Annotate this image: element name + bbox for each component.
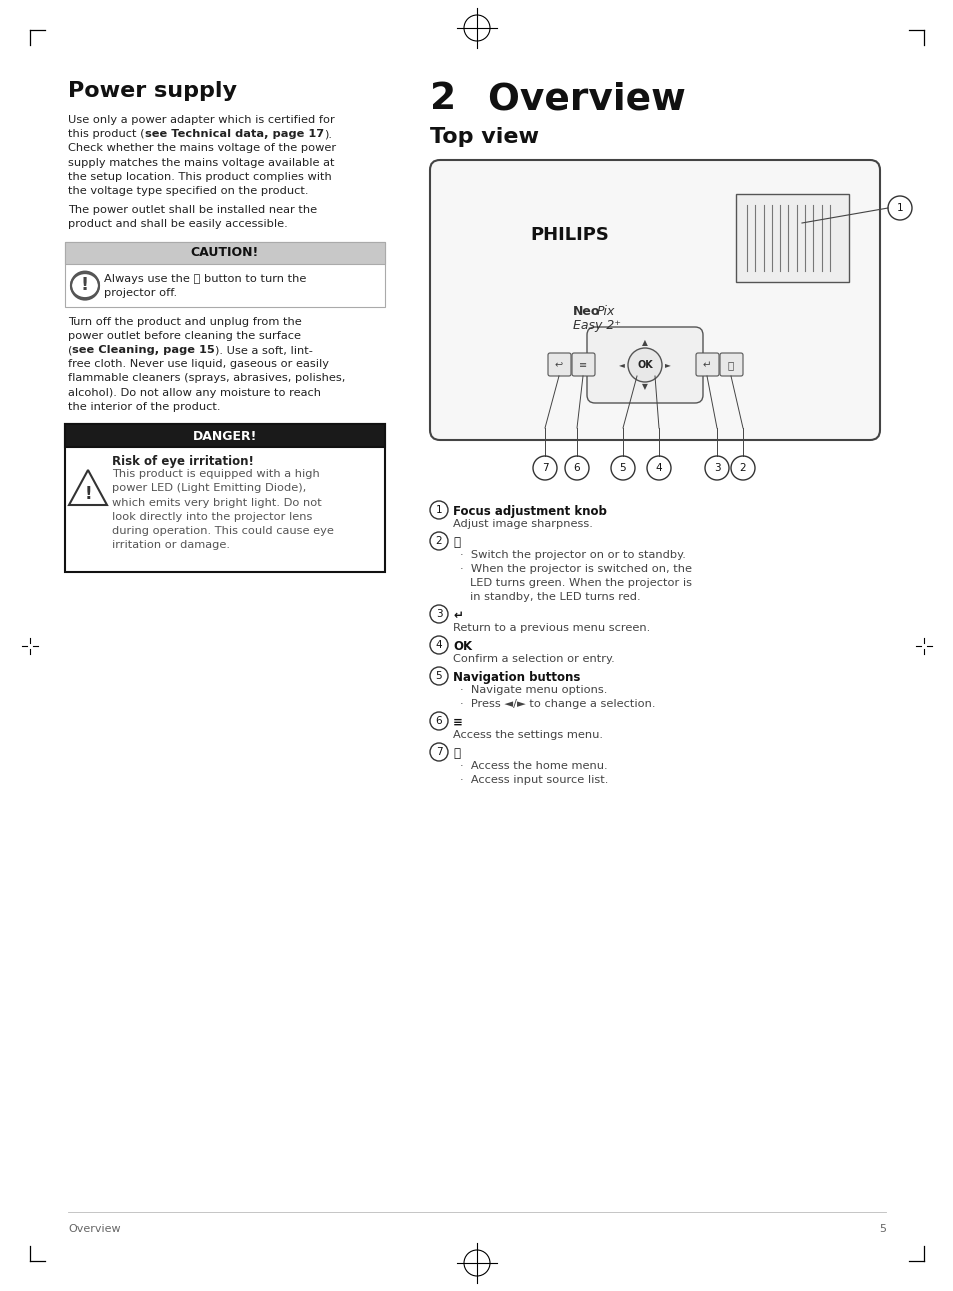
- Circle shape: [627, 349, 661, 382]
- Text: 3: 3: [713, 463, 720, 473]
- Text: see Technical data, page 17: see Technical data, page 17: [145, 129, 323, 139]
- Text: ≡: ≡: [578, 360, 586, 371]
- Text: !: !: [84, 485, 91, 503]
- Text: ⬞: ⬞: [453, 747, 459, 760]
- Text: This product is equipped with a high: This product is equipped with a high: [112, 469, 319, 479]
- Text: 5: 5: [436, 671, 442, 680]
- Text: power outlet before cleaning the surface: power outlet before cleaning the surface: [68, 330, 301, 341]
- FancyBboxPatch shape: [65, 423, 385, 447]
- Text: 6: 6: [573, 463, 579, 473]
- Text: ►: ►: [664, 360, 670, 369]
- Text: 2: 2: [739, 463, 745, 473]
- Text: OK: OK: [637, 360, 652, 371]
- Text: 4: 4: [655, 463, 661, 473]
- Text: (: (: [68, 345, 72, 355]
- Text: ·  Switch the projector on or to standby.: · Switch the projector on or to standby.: [459, 550, 685, 560]
- Text: Check whether the mains voltage of the power: Check whether the mains voltage of the p…: [68, 143, 335, 154]
- Text: supply matches the mains voltage available at: supply matches the mains voltage availab…: [68, 158, 335, 168]
- FancyBboxPatch shape: [586, 327, 702, 403]
- Text: Turn off the product and unplug from the: Turn off the product and unplug from the: [68, 316, 301, 327]
- Text: ). Use a soft, lint-: ). Use a soft, lint-: [215, 345, 313, 355]
- Text: Confirm a selection or entry.: Confirm a selection or entry.: [453, 655, 614, 664]
- Text: ↵: ↵: [702, 360, 711, 371]
- Text: DANGER!: DANGER!: [193, 430, 257, 443]
- Text: Access the settings menu.: Access the settings menu.: [453, 729, 602, 740]
- Text: projector off.: projector off.: [104, 288, 177, 298]
- Text: 2: 2: [436, 536, 442, 546]
- Text: ).: ).: [323, 129, 332, 139]
- Text: !: !: [81, 275, 89, 293]
- Text: Always use the ⏻ button to turn the: Always use the ⏻ button to turn the: [104, 274, 306, 284]
- Text: 1: 1: [896, 203, 902, 213]
- FancyBboxPatch shape: [572, 352, 595, 376]
- Text: Adjust image sharpness.: Adjust image sharpness.: [453, 519, 592, 529]
- Text: Power supply: Power supply: [68, 81, 236, 101]
- Text: the interior of the product.: the interior of the product.: [68, 402, 220, 412]
- Text: ·  Press ◄/► to change a selection.: · Press ◄/► to change a selection.: [459, 698, 655, 709]
- Text: Overview: Overview: [68, 1224, 120, 1234]
- Text: 4: 4: [436, 640, 442, 649]
- Text: Easy 2⁺: Easy 2⁺: [573, 319, 620, 332]
- Text: look directly into the projector lens: look directly into the projector lens: [112, 511, 312, 522]
- Text: this product (: this product (: [68, 129, 145, 139]
- Text: Navigation buttons: Navigation buttons: [453, 671, 579, 684]
- Text: ·  Access input source list.: · Access input source list.: [459, 775, 608, 785]
- Text: 7: 7: [436, 747, 442, 757]
- Text: irritation or damage.: irritation or damage.: [112, 540, 230, 550]
- Text: product and shall be easily accessible.: product and shall be easily accessible.: [68, 219, 288, 230]
- Text: Pix: Pix: [597, 305, 615, 318]
- FancyBboxPatch shape: [65, 423, 385, 572]
- Text: ·  Navigate menu options.: · Navigate menu options.: [459, 686, 607, 695]
- Text: see Cleaning, page 15: see Cleaning, page 15: [72, 345, 215, 355]
- Text: free cloth. Never use liquid, gaseous or easily: free cloth. Never use liquid, gaseous or…: [68, 359, 329, 369]
- Text: Use only a power adapter which is certified for: Use only a power adapter which is certif…: [68, 115, 335, 125]
- Text: 7: 7: [541, 463, 548, 473]
- Text: 6: 6: [436, 717, 442, 726]
- Text: ≡: ≡: [453, 717, 462, 729]
- FancyBboxPatch shape: [547, 352, 571, 376]
- Text: Focus adjustment knob: Focus adjustment knob: [453, 505, 606, 518]
- Text: the voltage type specified on the product.: the voltage type specified on the produc…: [68, 186, 308, 196]
- Text: Top view: Top view: [430, 127, 538, 147]
- Text: 1: 1: [436, 505, 442, 515]
- Text: ⏻: ⏻: [453, 536, 459, 549]
- FancyBboxPatch shape: [65, 241, 385, 306]
- Text: 5: 5: [878, 1224, 885, 1234]
- FancyBboxPatch shape: [696, 352, 719, 376]
- Text: OK: OK: [453, 640, 472, 653]
- Text: Risk of eye irritation!: Risk of eye irritation!: [112, 454, 253, 469]
- FancyBboxPatch shape: [720, 352, 742, 376]
- Text: 3: 3: [436, 609, 442, 618]
- Text: power LED (Light Emitting Diode),: power LED (Light Emitting Diode),: [112, 483, 306, 493]
- Text: ·  When the projector is switched on, the: · When the projector is switched on, the: [459, 564, 691, 574]
- Text: ⏻: ⏻: [727, 360, 734, 371]
- Text: during operation. This could cause eye: during operation. This could cause eye: [112, 525, 334, 536]
- Text: LED turns green. When the projector is: LED turns green. When the projector is: [470, 578, 691, 587]
- Text: The power outlet shall be installed near the: The power outlet shall be installed near…: [68, 205, 316, 216]
- Text: Return to a previous menu screen.: Return to a previous menu screen.: [453, 624, 650, 633]
- Text: PHILIPS: PHILIPS: [530, 226, 609, 244]
- Text: which emits very bright light. Do not: which emits very bright light. Do not: [112, 497, 321, 507]
- Text: in standby, the LED turns red.: in standby, the LED turns red.: [470, 593, 640, 602]
- Text: ·  Access the home menu.: · Access the home menu.: [459, 760, 607, 771]
- Text: ▼: ▼: [641, 382, 647, 391]
- Text: ↩: ↩: [555, 360, 562, 371]
- Text: the setup location. This product complies with: the setup location. This product complie…: [68, 172, 332, 182]
- Text: ▲: ▲: [641, 338, 647, 347]
- Text: CAUTION!: CAUTION!: [191, 247, 259, 259]
- Text: Overview: Overview: [461, 81, 685, 117]
- Text: 5: 5: [619, 463, 626, 473]
- Text: ↵: ↵: [453, 609, 462, 622]
- Text: flammable cleaners (sprays, abrasives, polishes,: flammable cleaners (sprays, abrasives, p…: [68, 373, 345, 383]
- Text: 2: 2: [430, 81, 456, 117]
- Text: ◄: ◄: [618, 360, 624, 369]
- FancyBboxPatch shape: [65, 241, 385, 263]
- Text: Neo: Neo: [573, 305, 599, 318]
- FancyBboxPatch shape: [735, 194, 848, 281]
- FancyBboxPatch shape: [430, 160, 879, 440]
- Text: alcohol). Do not allow any moisture to reach: alcohol). Do not allow any moisture to r…: [68, 387, 320, 398]
